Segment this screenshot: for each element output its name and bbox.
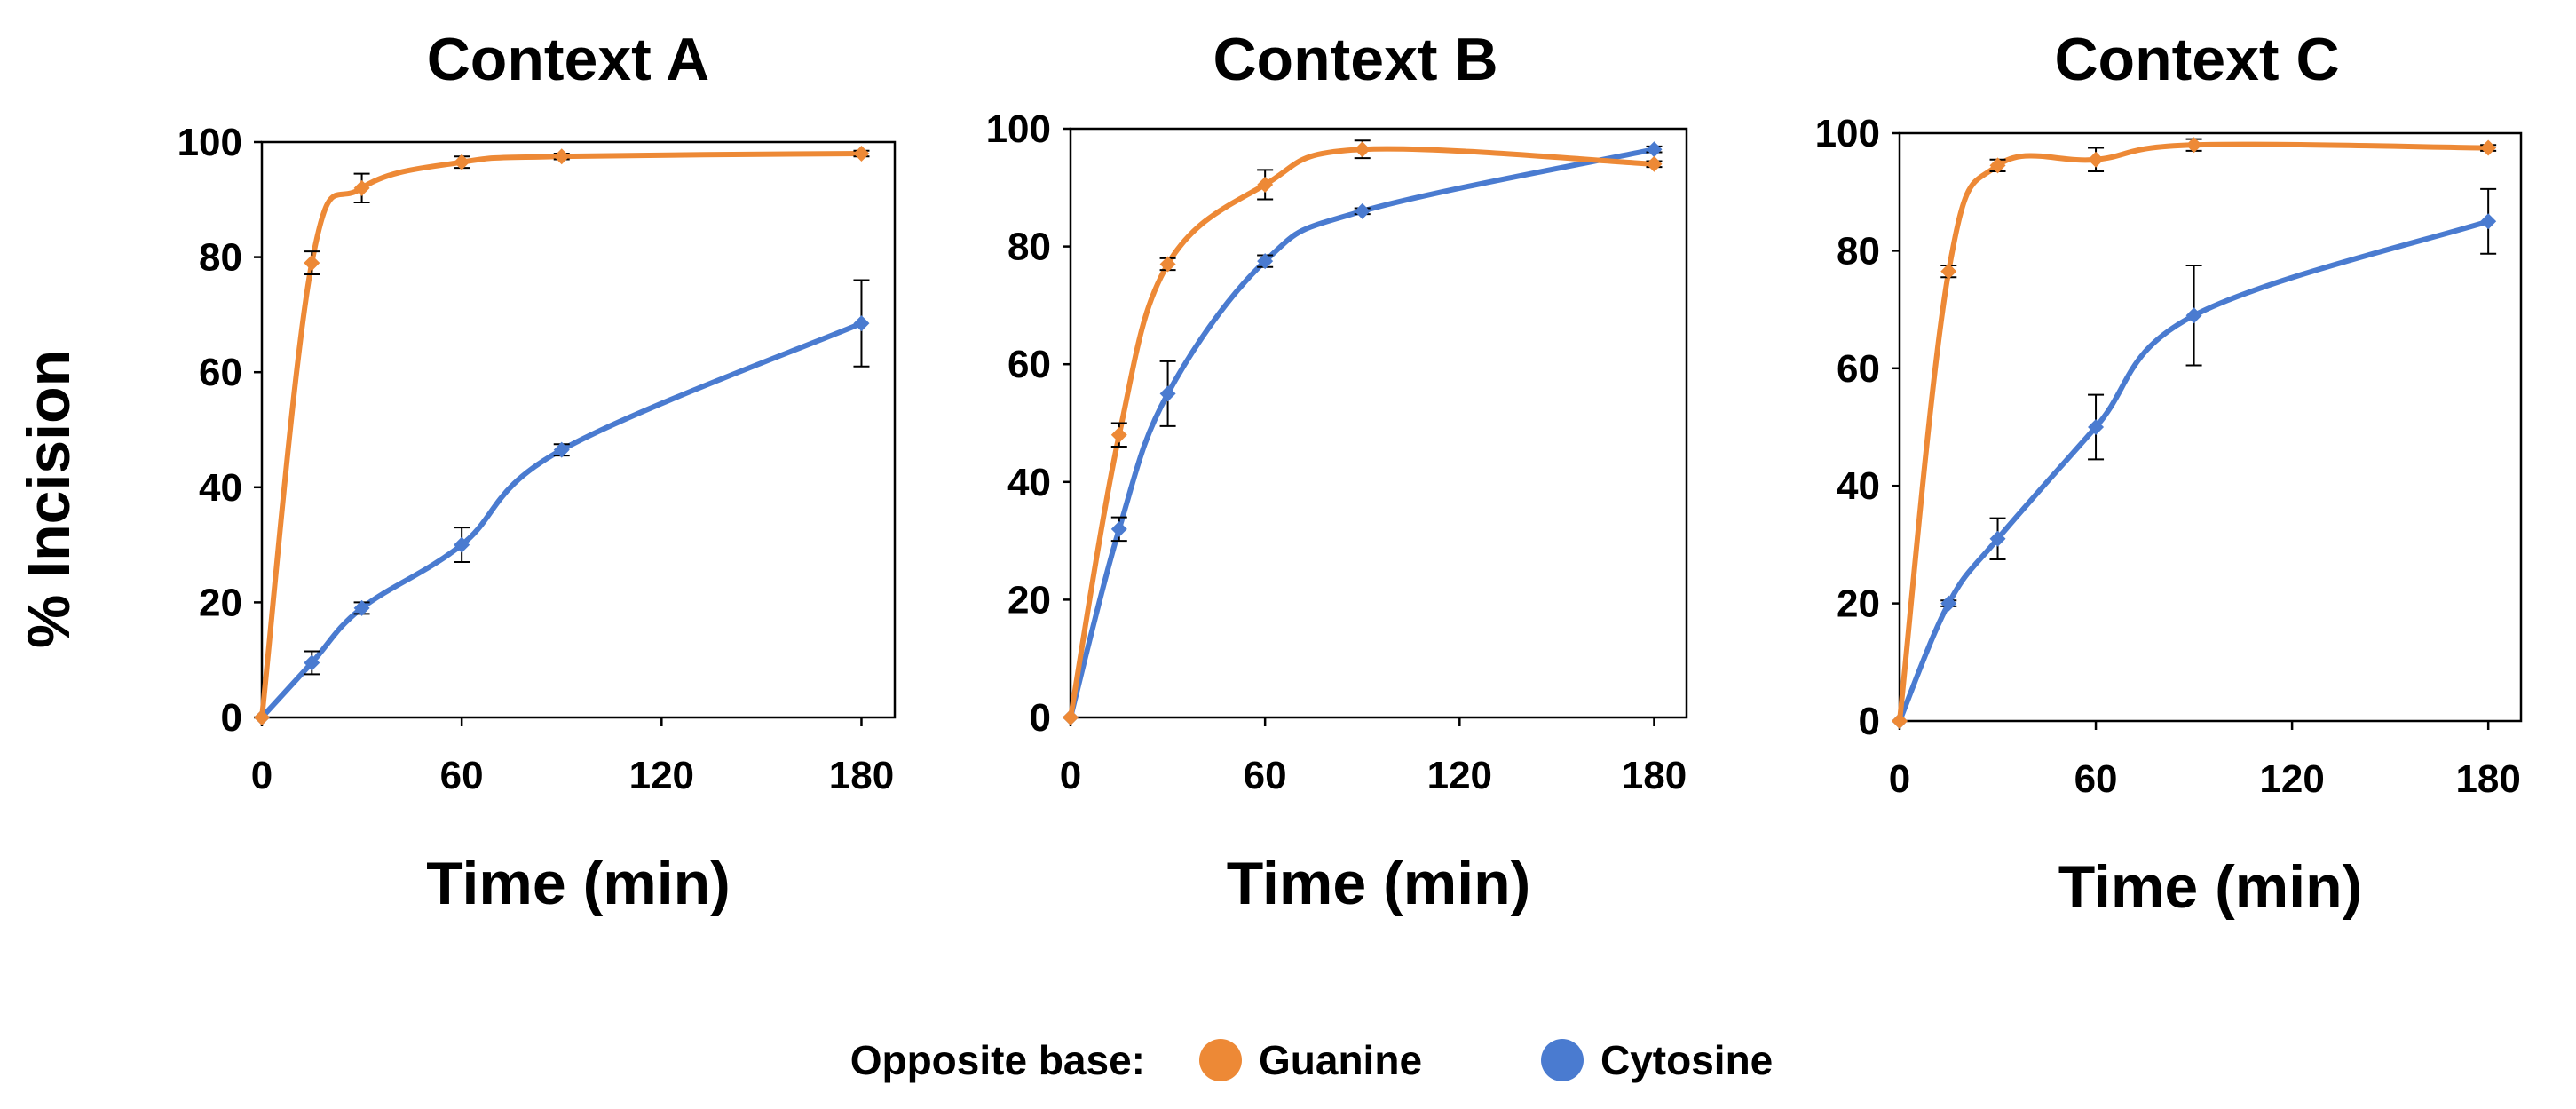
y-axis-label: % Incision: [15, 350, 83, 648]
x-tick-label: 180: [1622, 754, 1687, 797]
chart-context-b: Context B 0 20 40 60 80 100 0 60 120 180 Time (min): [986, 26, 1688, 917]
data-point: [1354, 141, 1371, 158]
data-point: [454, 154, 470, 170]
y-tick-label: 80: [1007, 226, 1051, 269]
y-tick-label: 80: [199, 236, 242, 280]
data-point: [2088, 419, 2105, 435]
legend: Opposite base: Guanine Cytosine: [850, 1037, 1774, 1083]
plot-frame: [1069, 127, 1688, 719]
data-point: [1940, 263, 1957, 280]
legend-marker-cytosine: [1541, 1039, 1584, 1081]
series-line-guanine: [1068, 146, 1657, 720]
data-point: [1110, 426, 1127, 443]
data-point: [353, 599, 370, 616]
x-tick-label: 120: [1427, 754, 1492, 797]
x-axis-label: Time (min): [2058, 853, 2363, 921]
data-point: [254, 709, 270, 725]
data-point: [853, 315, 870, 332]
plot-frame: [260, 140, 897, 719]
chart-title: Context A: [427, 26, 710, 93]
series-line-guanine: [1897, 141, 2492, 724]
x-tick-label: 120: [2259, 757, 2324, 801]
series-cytosine: [1892, 187, 2497, 729]
y-tick-label: 100: [178, 121, 242, 164]
x-tick-label: 60: [440, 754, 484, 797]
data-point: [2185, 307, 2202, 324]
data-point: [304, 654, 320, 671]
legend-marker-guanine: [1199, 1039, 1242, 1081]
chart-context-c: Context C 0 20 40 60 80 100 0 60 120 180 Time (min): [1815, 26, 2523, 921]
chart-title: Context C: [2054, 26, 2339, 93]
data-point: [553, 441, 570, 458]
series-guanine: [1063, 139, 1663, 725]
series-guanine: [254, 145, 870, 725]
data-point: [553, 148, 570, 165]
x-tick-label: 0: [1889, 757, 1910, 801]
x-tick-label: 180: [2455, 757, 2520, 801]
data-point: [1063, 709, 1079, 725]
data-point: [1646, 155, 1663, 172]
data-point: [1159, 385, 1176, 402]
legend-label-guanine: Guanine: [1259, 1037, 1422, 1083]
x-tick-label: 120: [629, 754, 694, 797]
y-tick-label: 80: [1837, 229, 1880, 273]
data-point: [1159, 256, 1176, 273]
x-tick-label: 60: [2074, 757, 2118, 801]
y-tick-label: 20: [1837, 582, 1880, 626]
legend-label-cytosine: Cytosine: [1600, 1037, 1773, 1083]
series-cytosine: [1063, 141, 1663, 725]
y-tick-label: 0: [221, 696, 242, 740]
y-tick-label: 60: [1837, 347, 1880, 391]
data-point: [853, 145, 870, 162]
data-point: [304, 255, 320, 272]
data-point: [1257, 176, 1274, 193]
data-point: [1354, 202, 1371, 219]
data-point: [1646, 141, 1663, 158]
x-tick-label: 60: [1244, 754, 1287, 797]
y-tick-label: 0: [1030, 696, 1051, 740]
x-axis-label: Time (min): [1227, 850, 1531, 917]
y-tick-label: 0: [1859, 700, 1880, 743]
y-tick-label: 60: [199, 351, 242, 394]
chart-title: Context B: [1213, 26, 1497, 93]
data-point: [454, 536, 470, 553]
series-cytosine: [254, 279, 870, 725]
y-tick-label: 40: [1007, 461, 1051, 504]
legend-title: Opposite base:: [850, 1037, 1145, 1083]
series-guanine: [1892, 137, 2497, 729]
data-point: [1940, 595, 1957, 612]
data-point: [2480, 139, 2497, 156]
data-point: [2088, 151, 2105, 168]
data-point: [2480, 213, 2497, 230]
y-tick-label: 40: [199, 466, 242, 510]
series-line-guanine: [259, 150, 865, 720]
data-point: [353, 179, 370, 196]
series-line-cytosine: [1068, 147, 1657, 720]
x-axis-label: Time (min): [426, 850, 731, 917]
chart-panels: Context A 0 20 40 60 80 100 0 60 120 180 Time (min)…: [178, 26, 2523, 921]
data-point: [1989, 530, 2006, 547]
y-tick-label: 20: [199, 581, 242, 624]
y-tick-label: 60: [1007, 343, 1051, 386]
x-tick-label: 0: [1060, 754, 1081, 797]
data-point: [1257, 253, 1274, 270]
y-tick-label: 100: [1815, 112, 1880, 155]
y-tick-label: 40: [1837, 464, 1880, 508]
data-point: [2185, 137, 2202, 154]
x-tick-label: 0: [251, 754, 273, 797]
series-line-cytosine: [259, 321, 865, 720]
chart-context-a: Context A 0 20 40 60 80 100 0 60 120 180 Time (min): [178, 26, 897, 917]
y-tick-label: 100: [986, 107, 1051, 151]
y-tick-label: 20: [1007, 578, 1051, 622]
x-tick-label: 180: [829, 754, 894, 797]
data-point: [1892, 713, 1908, 729]
data-point: [1110, 520, 1127, 537]
plot-frame: [1898, 131, 2523, 723]
data-point: [1989, 157, 2006, 174]
